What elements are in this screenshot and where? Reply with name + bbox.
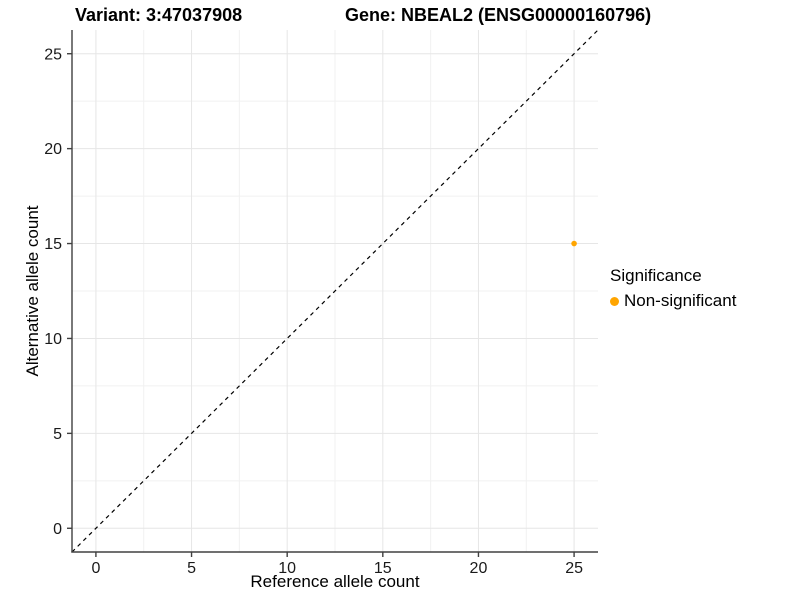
y-tick-label: 25 [44,46,62,63]
x-tick-label: 10 [278,560,296,577]
data-point [571,240,577,247]
legend-point-icon [610,296,619,306]
x-axis-title: Reference allele count [250,572,420,591]
y-tick-label: 20 [44,141,62,158]
y-tick-label: 0 [53,521,62,538]
y-tick-label: 15 [44,236,62,253]
x-tick-label: 25 [565,560,583,577]
legend-title: Significance [610,266,702,285]
x-tick-label: 5 [187,560,196,577]
identity-line [71,29,599,553]
legend: Significance Non-significant [610,266,736,311]
legend-item: Non-significant [610,291,736,311]
x-tick-label: 0 [91,560,100,577]
plot-title-gene: Gene: NBEAL2 (ENSG00000160796) [345,5,652,25]
x-tick-label: 20 [470,560,488,577]
y-tick-label: 10 [44,331,62,348]
plot-title-variant: Variant: 3:47037908 [75,5,243,25]
y-axis-title: Alternative allele count [23,205,42,377]
y-tick-label: 5 [53,426,62,443]
legend-item-label: Non-significant [624,291,737,310]
x-tick-label: 15 [374,560,392,577]
